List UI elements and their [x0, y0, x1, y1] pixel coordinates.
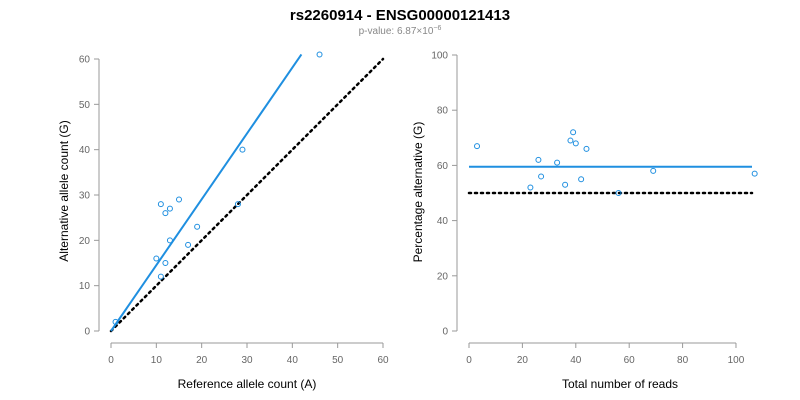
- percentage-y-tick-label: 60: [437, 161, 449, 172]
- percentage-plot-area: 0 20 40 60 80 100 0 20 40 60 80 100: [431, 51, 758, 366]
- subtitle-prefix: p-value: 6.87×10: [359, 26, 434, 37]
- allele-count-data-point: [157, 273, 164, 280]
- percentage-data-point: [554, 159, 561, 166]
- allele-count-x-tick-label: 30: [241, 355, 253, 366]
- percentage-x-tick-label: 100: [728, 355, 745, 366]
- percentage-data-point: [751, 170, 758, 177]
- percentage-x-tick-label: 80: [677, 355, 689, 366]
- percentage-data-point: [615, 190, 622, 196]
- allele-count-x-tick-label: 60: [377, 355, 389, 366]
- allele-count-data-point: [112, 318, 119, 325]
- allele-count-data-point: [316, 51, 323, 58]
- percentage-data-point: [527, 184, 534, 191]
- allele-count-y-axis-label: Alternative allele count (G): [57, 120, 71, 261]
- percentage-data-point: [538, 173, 545, 180]
- percentage-data-point: [570, 129, 577, 136]
- allele-count-data-point: [157, 201, 164, 208]
- allele-count-reference-line: [109, 57, 385, 333]
- allele-count-y-tick-label: 20: [79, 236, 91, 247]
- allele-count-fit-line: [110, 53, 303, 332]
- percentage-data-point: [567, 137, 574, 144]
- allele-count-x-tick-label: 20: [196, 355, 208, 366]
- allele-count-data-point: [166, 205, 173, 212]
- allele-count-y-tick-label: 50: [79, 100, 91, 111]
- allele-count-y-tick-label: 40: [79, 145, 91, 156]
- percentage-x-tick-label: 0: [466, 355, 472, 366]
- percentage-data-point: [583, 145, 590, 152]
- allele-count-data-point: [153, 255, 160, 262]
- allele-count-x-tick-label: 0: [108, 355, 114, 366]
- allele-count-data-point: [162, 210, 169, 217]
- subtitle-exponent: −6: [433, 25, 441, 32]
- allele-count-y-tick-label: 30: [79, 191, 91, 202]
- percentage-y-axis-label: Percentage alternative (G): [411, 122, 425, 263]
- percentage-data-point: [650, 167, 657, 174]
- allele-count-y-tick-label: 10: [79, 281, 91, 292]
- percentage-x-tick-label: 20: [517, 355, 529, 366]
- percentage-data-point: [562, 181, 569, 188]
- allele-count-panel: 0 10 20 30 40 50 60 0 10 20 30 40 50 60 Reference all…: [57, 51, 389, 391]
- allele-count-x-tick-label: 10: [151, 355, 163, 366]
- percentage-x-axis-label: Total number of reads: [562, 377, 678, 391]
- percentage-y-tick-label: 0: [442, 327, 448, 338]
- allele-count-data-point: [162, 260, 169, 266]
- percentage-data-point: [572, 140, 579, 147]
- percentage-data-point: [578, 176, 585, 183]
- percentage-data-point: [535, 156, 542, 163]
- allele-count-data-point: [194, 223, 201, 230]
- percentage-y-tick-label: 20: [437, 271, 449, 282]
- allele-count-x-tick-label: 50: [332, 355, 344, 366]
- allele-count-data-point: [239, 146, 246, 153]
- percentage-y-tick-label: 40: [437, 216, 449, 227]
- chart-title: rs2260914 - ENSG00000121413: [290, 7, 510, 24]
- allele-count-x-axis-label: Reference allele count (A): [178, 377, 317, 391]
- chart-subtitle: p-value: 6.87×10−6: [359, 25, 442, 37]
- allele-count-data-point: [166, 237, 173, 244]
- percentage-y-tick-label: 80: [437, 106, 449, 117]
- allele-count-x-tick-label: 40: [287, 355, 299, 366]
- percentage-x-tick-label: 40: [570, 355, 582, 366]
- allele-count-plot-area: 0 10 20 30 40 50 60 0 10 20 30 40 50 60: [79, 51, 389, 366]
- percentage-data-point: [474, 143, 481, 150]
- percentage-x-tick-label: 60: [624, 355, 636, 366]
- allele-count-data-point: [176, 196, 182, 203]
- percentage-y-tick-label: 100: [431, 51, 448, 62]
- allele-count-data-point: [234, 201, 241, 208]
- allele-count-y-tick-label: 0: [84, 327, 90, 338]
- percentage-panel: 0 20 40 60 80 100 0 20 40 60 80 100 Total number of…: [411, 51, 758, 391]
- allele-count-data-point: [185, 241, 192, 248]
- allele-count-y-tick-label: 60: [79, 55, 91, 66]
